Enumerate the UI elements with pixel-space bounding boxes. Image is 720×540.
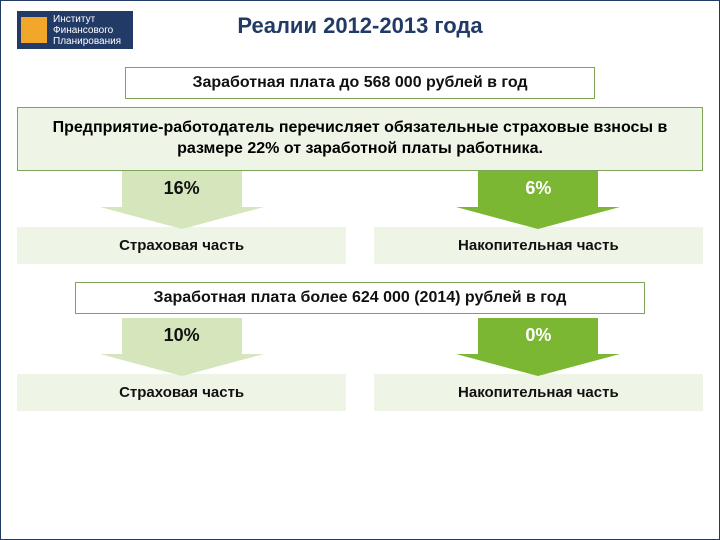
salary-below-box: Заработная плата до 568 000 рублей в год [125,67,595,99]
arrow-label: 6% [478,171,598,207]
content: Заработная плата до 568 000 рублей в год… [17,67,703,411]
page-title: Реалии 2012-2013 года [1,13,719,39]
arrow-down-icon [100,207,264,229]
arrow-label: 0% [478,318,598,354]
arrow-down-icon [456,354,620,376]
section2-left-col: 10% Страховая часть [17,318,346,411]
arrow-10pct: 10% [17,318,346,376]
section1-row: 16% Страховая часть 6% Накопительная час… [17,171,703,264]
section2-row: 10% Страховая часть 0% Накопительная час… [17,318,703,411]
arrow-down-icon [100,354,264,376]
arrow-16pct: 16% [17,171,346,229]
arrow-label: 10% [122,318,242,354]
slide: Институт Финансового Планирования Реалии… [0,0,720,540]
arrow-label: 16% [122,171,242,207]
section1-left-col: 16% Страховая часть [17,171,346,264]
section2-right-col: 0% Накопительная часть [374,318,703,411]
insurance-part-label: Страховая часть [17,374,346,411]
insurance-part-label: Страховая часть [17,227,346,264]
funded-part-label: Накопительная часть [374,227,703,264]
employer-box: Предприятие-работодатель перечисляет обя… [17,107,703,171]
arrow-0pct: 0% [374,318,703,376]
section1-right-col: 6% Накопительная часть [374,171,703,264]
arrow-down-icon [456,207,620,229]
employer-text: Предприятие-работодатель перечисляет обя… [53,119,668,157]
funded-part-label: Накопительная часть [374,374,703,411]
salary-above-box: Заработная плата более 624 000 (2014) ру… [75,282,645,314]
arrow-6pct: 6% [374,171,703,229]
